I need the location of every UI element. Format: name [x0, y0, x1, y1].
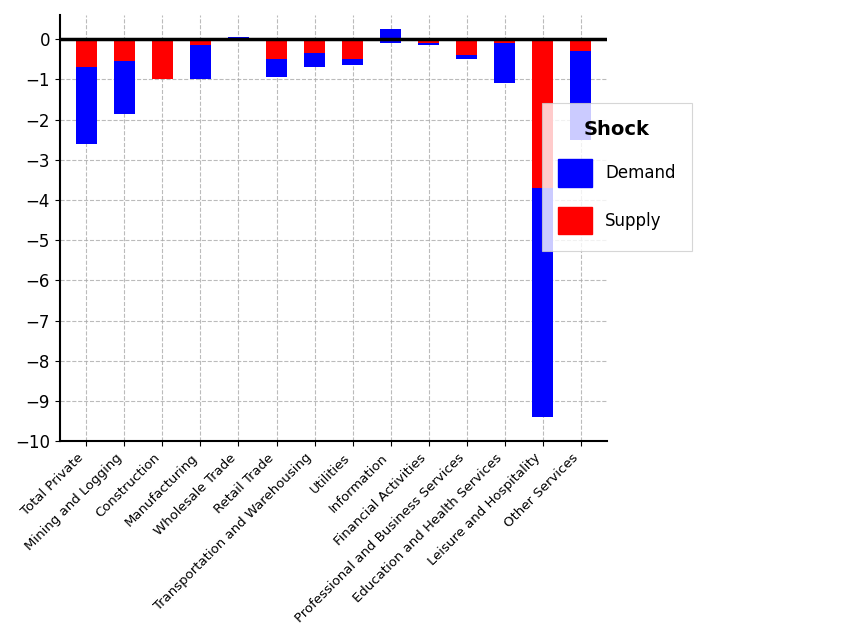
Bar — [342, 60, 363, 65]
Bar — [304, 39, 325, 53]
Bar — [190, 39, 211, 45]
Bar — [114, 39, 135, 61]
Bar — [418, 43, 439, 45]
Bar — [228, 37, 249, 41]
Bar — [570, 51, 592, 140]
Bar — [266, 39, 287, 60]
Bar — [418, 39, 439, 43]
Bar — [380, 39, 401, 43]
Bar — [342, 39, 363, 60]
Bar — [266, 60, 287, 77]
Legend: Demand, Supply: Demand, Supply — [542, 103, 693, 251]
Bar — [228, 39, 249, 41]
Bar — [457, 55, 477, 60]
Bar — [304, 53, 325, 67]
Bar — [494, 43, 516, 83]
Bar — [190, 45, 211, 79]
Bar — [533, 39, 553, 188]
Bar — [114, 61, 135, 113]
Bar — [152, 39, 173, 79]
Bar — [76, 39, 97, 67]
Bar — [457, 39, 477, 55]
Bar — [380, 29, 401, 43]
Bar — [533, 188, 553, 417]
Bar — [570, 39, 592, 51]
Bar — [494, 39, 516, 43]
Bar — [76, 67, 97, 144]
